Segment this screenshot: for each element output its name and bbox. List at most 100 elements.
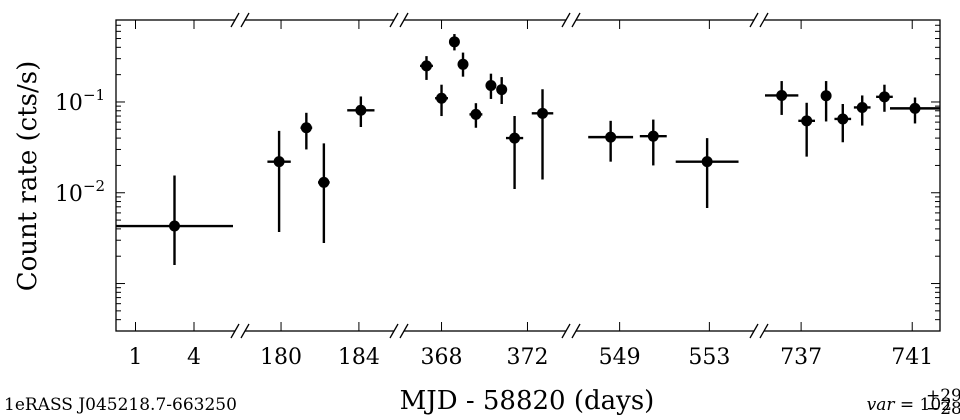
data-point (505, 116, 524, 189)
axis-break-slash (389, 323, 399, 339)
data-marker (318, 176, 330, 188)
data-marker (878, 91, 890, 103)
data-point (834, 104, 852, 143)
data-marker (457, 58, 469, 70)
data-point (318, 143, 330, 243)
data-point (347, 96, 375, 128)
data-point (420, 56, 433, 80)
axis-break-gap (754, 328, 764, 334)
axis-break-slash (749, 12, 759, 28)
axis-break-slash (749, 323, 759, 339)
data-marker (448, 36, 460, 48)
variability-prefix: var (867, 395, 896, 415)
data-point (853, 95, 871, 126)
axis-break-gap (566, 328, 576, 334)
x-tick-label: 741 (891, 345, 933, 370)
data-marker (837, 113, 849, 125)
x-tick-label: 549 (599, 345, 641, 370)
axis-break-slash (399, 323, 409, 339)
axis-break-slash (571, 323, 581, 339)
axis-break-slash (759, 12, 769, 28)
plot-border (115, 19, 941, 332)
data-marker (273, 156, 285, 168)
axis-break-gap (394, 17, 404, 23)
data-marker (701, 156, 713, 168)
variability-upper-error: +290 (926, 386, 960, 406)
data-point (820, 81, 832, 122)
data-point (448, 34, 460, 51)
axis-break-slash (571, 12, 581, 28)
y-tick-label: 10−2 (55, 177, 105, 207)
axis-break-slash (230, 12, 240, 28)
data-marker (647, 130, 659, 142)
data-points (116, 34, 940, 266)
x-tick-label: 737 (780, 345, 822, 370)
axis-break-slash (230, 323, 240, 339)
y-axis-ticks: 10−1 10−2 (55, 19, 940, 332)
axis-break-slash (240, 12, 250, 28)
x-tick-label: 184 (338, 345, 380, 370)
data-marker (355, 104, 367, 116)
x-tick-label: 368 (421, 345, 463, 370)
y-tick-label: 10−1 (55, 86, 105, 116)
x-axis-label: MJD - 58820 (days) (400, 386, 655, 416)
axis-break-gap (235, 328, 245, 334)
x-axis-ticks: 1 4 180 184 368 372 549 553 737 741 (129, 20, 933, 370)
variability-lower-error: −28 (926, 399, 960, 419)
x-tick-label: 372 (506, 345, 548, 370)
variability-equals: = (900, 395, 920, 415)
data-point (890, 97, 940, 124)
x-tick-label: 4 (187, 345, 201, 370)
data-point (675, 138, 739, 208)
data-marker (820, 90, 832, 102)
data-marker (420, 60, 432, 72)
axis-break-slash (389, 12, 399, 28)
axis-break-gap (394, 328, 404, 334)
data-marker (485, 79, 497, 91)
data-point (485, 73, 497, 99)
data-marker (169, 220, 180, 232)
data-marker (436, 92, 448, 104)
data-marker (496, 84, 508, 96)
variability-value: 102 (920, 395, 952, 415)
data-point (496, 77, 508, 105)
data-point (765, 81, 799, 115)
axis-break-slash (240, 323, 250, 339)
x-tick-label: 553 (688, 345, 730, 370)
axis-break-gap (566, 17, 576, 23)
data-marker (537, 107, 549, 119)
variability-label: var = 102 (867, 395, 952, 415)
data-point (588, 120, 634, 162)
data-point (469, 103, 483, 128)
axis-break-gap (754, 17, 764, 23)
data-point (267, 130, 291, 232)
y-axis-label: Count rate (cts/s) (13, 61, 43, 292)
data-marker (909, 102, 921, 114)
data-marker (300, 122, 312, 134)
x-tick-label: 180 (260, 345, 302, 370)
data-point (798, 102, 815, 157)
data-point (457, 52, 469, 77)
data-marker (801, 115, 813, 127)
data-point (116, 175, 233, 266)
axis-break-slash (759, 323, 769, 339)
data-point (300, 112, 313, 150)
axis-break-slash (399, 12, 409, 28)
data-point (531, 89, 554, 180)
data-point (639, 119, 667, 166)
plot-frame (115, 19, 941, 332)
data-point (435, 84, 448, 117)
data-marker (856, 101, 868, 113)
axis-break-marks (230, 12, 769, 339)
data-marker (470, 108, 482, 120)
axis-break-slash (561, 12, 571, 28)
data-marker (776, 89, 788, 101)
data-marker (605, 131, 617, 143)
source-name-label: 1eRASS J045218.7-663250 (4, 395, 237, 415)
data-marker (509, 132, 521, 144)
axis-break-gap (235, 17, 245, 23)
x-tick-label: 1 (129, 345, 143, 370)
data-point (876, 84, 893, 112)
axis-break-slash (561, 323, 571, 339)
